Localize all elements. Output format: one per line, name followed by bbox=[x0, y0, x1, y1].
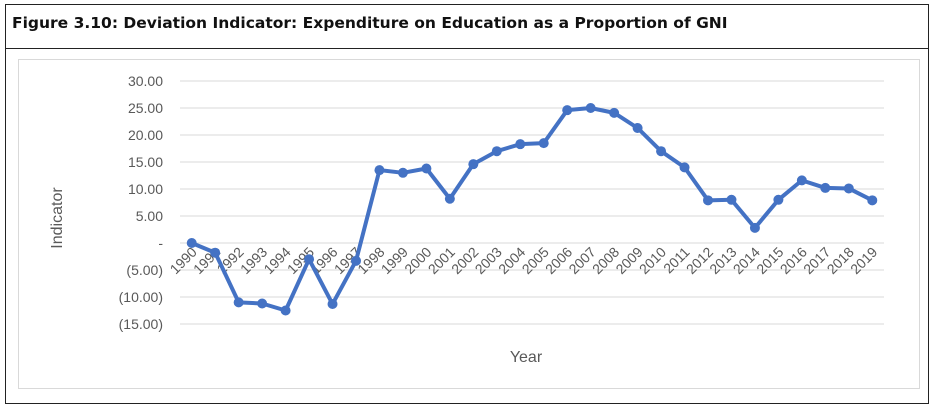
data-point bbox=[843, 183, 854, 194]
data-point bbox=[773, 194, 784, 205]
x-tick-label: 2019 bbox=[847, 244, 880, 277]
data-point bbox=[233, 297, 244, 308]
y-axis-label: Indicator bbox=[49, 187, 66, 249]
series-layer bbox=[186, 103, 878, 316]
data-point bbox=[796, 175, 807, 186]
data-point bbox=[820, 182, 831, 193]
data-point bbox=[515, 139, 526, 150]
data-point bbox=[749, 222, 760, 233]
data-point bbox=[726, 194, 737, 205]
y-axis-ticks: 30.00 25.00 20.00 15.00 10.00 5.00 - (5.00) (10.… bbox=[119, 73, 164, 332]
data-point bbox=[397, 167, 408, 178]
y-tick-label: 30.00 bbox=[128, 73, 163, 89]
series-line bbox=[190, 106, 874, 313]
data-point bbox=[609, 107, 620, 118]
x-axis-label: Year bbox=[510, 349, 543, 366]
data-point bbox=[867, 195, 878, 206]
y-tick-label: 20.00 bbox=[128, 127, 163, 143]
figure-title: Figure 3.10: Deviation Indicator: Expend… bbox=[12, 14, 728, 32]
data-point bbox=[491, 146, 502, 157]
data-point bbox=[632, 122, 643, 133]
y-tick-label: (15.00) bbox=[119, 316, 163, 332]
data-point bbox=[374, 165, 385, 176]
y-tick-label: 10.00 bbox=[128, 181, 163, 197]
data-point bbox=[703, 195, 713, 206]
y-tick-label: 25.00 bbox=[128, 100, 163, 116]
data-point bbox=[327, 299, 338, 310]
y-tick-label: - bbox=[158, 235, 163, 251]
data-point bbox=[468, 159, 479, 170]
data-point bbox=[656, 146, 667, 157]
data-point bbox=[421, 163, 432, 174]
data-point bbox=[280, 305, 291, 316]
data-point bbox=[679, 162, 690, 173]
chart-area bbox=[18, 59, 920, 389]
data-point bbox=[585, 103, 596, 113]
data-point bbox=[538, 138, 549, 149]
data-point bbox=[186, 238, 197, 248]
y-tick-label: 5.00 bbox=[136, 208, 163, 224]
data-point bbox=[210, 247, 221, 258]
y-tick-label: (10.00) bbox=[119, 289, 163, 305]
data-point bbox=[257, 298, 268, 309]
data-point bbox=[304, 254, 315, 265]
y-tick-label: (5.00) bbox=[126, 262, 163, 278]
data-point bbox=[562, 105, 573, 116]
data-point bbox=[351, 255, 361, 266]
x-axis-ticks: 1990199119921993199419951996199719981999… bbox=[167, 244, 881, 277]
data-point bbox=[444, 193, 455, 204]
y-tick-label: 15.00 bbox=[128, 154, 163, 170]
figure-title-bar: Figure 3.10: Deviation Indicator: Expend… bbox=[6, 5, 928, 49]
